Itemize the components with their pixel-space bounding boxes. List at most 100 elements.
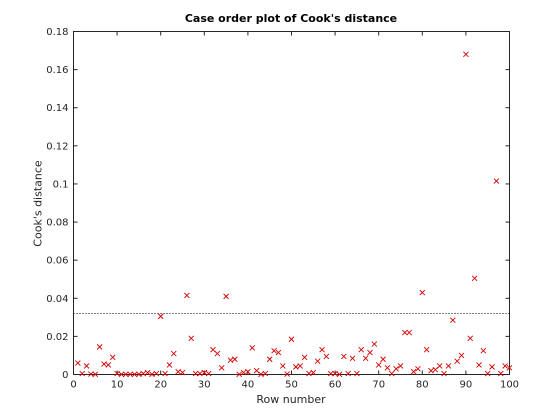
data-point — [388, 370, 395, 377]
data-point — [306, 370, 312, 377]
data-point — [367, 349, 373, 356]
data-point — [114, 370, 120, 377]
data-point — [275, 349, 282, 356]
data-point — [279, 363, 286, 369]
data-point — [454, 358, 460, 364]
data-point — [362, 355, 369, 362]
data-point — [170, 350, 177, 357]
data-point — [253, 367, 260, 374]
y-tick-label-2: 0.04 — [46, 294, 68, 305]
data-point — [506, 365, 513, 371]
x-tick-label-10: 100 — [500, 380, 519, 391]
data-point — [415, 365, 421, 372]
x-axis-label: Row number — [256, 393, 326, 406]
y-tick-label-0: 0 — [62, 370, 68, 381]
data-point — [92, 371, 99, 378]
y-tick-label-1: 0.02 — [46, 332, 68, 343]
data-point — [218, 365, 225, 371]
x-tick-label-7: 70 — [372, 380, 385, 391]
data-point — [153, 370, 160, 377]
data-point — [105, 362, 112, 368]
y-tick-label-5: 0.1 — [53, 179, 69, 190]
data-point — [266, 356, 273, 363]
data-point — [140, 370, 147, 377]
data-point — [293, 364, 299, 370]
x-tick-label-3: 30 — [198, 380, 211, 391]
data-point — [336, 371, 343, 378]
data-point — [197, 370, 203, 377]
data-point — [83, 363, 90, 369]
x-tick-label-0: 0 — [70, 380, 76, 391]
data-point — [166, 362, 173, 368]
data-point — [493, 178, 500, 184]
x-tick-label-8: 80 — [416, 380, 429, 391]
data-point — [406, 329, 413, 336]
data-point — [88, 371, 94, 377]
data-point — [131, 371, 138, 378]
data-point — [240, 369, 247, 376]
data-point — [441, 370, 447, 377]
data-point — [380, 356, 386, 363]
data-point — [205, 370, 212, 377]
data-point — [162, 370, 168, 377]
data-point — [236, 371, 242, 378]
x-tick-label-2: 20 — [154, 380, 167, 391]
data-point — [484, 370, 491, 377]
data-point — [327, 370, 334, 377]
data-point — [75, 360, 81, 366]
data-point — [96, 344, 103, 350]
data-point — [232, 356, 238, 363]
y-tick-label-6: 0.12 — [46, 141, 68, 152]
data-point — [284, 371, 290, 377]
data-point — [271, 347, 277, 354]
data-point — [175, 368, 181, 375]
data-point — [502, 363, 508, 369]
data-point — [467, 335, 474, 342]
data-point — [393, 365, 399, 372]
x-tick-label-1: 10 — [111, 380, 124, 391]
points-group — [75, 51, 513, 378]
data-point — [323, 353, 330, 360]
data-point — [341, 353, 347, 360]
data-point — [458, 352, 465, 359]
data-point — [262, 370, 269, 377]
data-point — [192, 370, 199, 377]
data-point — [423, 346, 430, 353]
x-tick-label-5: 50 — [285, 380, 298, 391]
data-point — [410, 368, 417, 375]
data-point — [345, 370, 351, 377]
x-tick-label-4: 40 — [242, 380, 255, 391]
data-point — [288, 336, 295, 343]
data-point — [445, 363, 452, 369]
data-point — [301, 354, 308, 361]
y-tick-label-3: 0.06 — [46, 256, 68, 267]
data-point — [384, 365, 391, 371]
data-point — [157, 313, 164, 320]
axes-box — [73, 31, 510, 375]
data-point — [258, 371, 264, 378]
data-point — [149, 371, 155, 378]
y-tick-label-7: 0.14 — [46, 103, 68, 114]
data-point — [179, 369, 186, 376]
data-point — [245, 368, 251, 375]
data-point — [402, 329, 408, 336]
chart-title: Case order plot of Cook's distance — [184, 12, 398, 25]
data-point — [419, 289, 426, 296]
data-point — [371, 341, 378, 347]
data-point — [463, 51, 469, 58]
data-point — [314, 358, 321, 364]
data-point — [358, 346, 365, 353]
data-point — [375, 362, 382, 368]
data-point — [79, 370, 86, 377]
data-point — [450, 317, 456, 324]
data-point — [310, 369, 317, 376]
x-tick-label-9: 90 — [460, 380, 473, 391]
data-point — [201, 369, 208, 376]
data-point — [144, 369, 151, 376]
data-point — [127, 371, 133, 378]
data-point — [184, 292, 190, 299]
y-tick-label-8: 0.16 — [46, 65, 68, 76]
data-point — [354, 370, 360, 377]
x-tick-label-6: 60 — [329, 380, 342, 391]
data-point — [227, 357, 234, 364]
